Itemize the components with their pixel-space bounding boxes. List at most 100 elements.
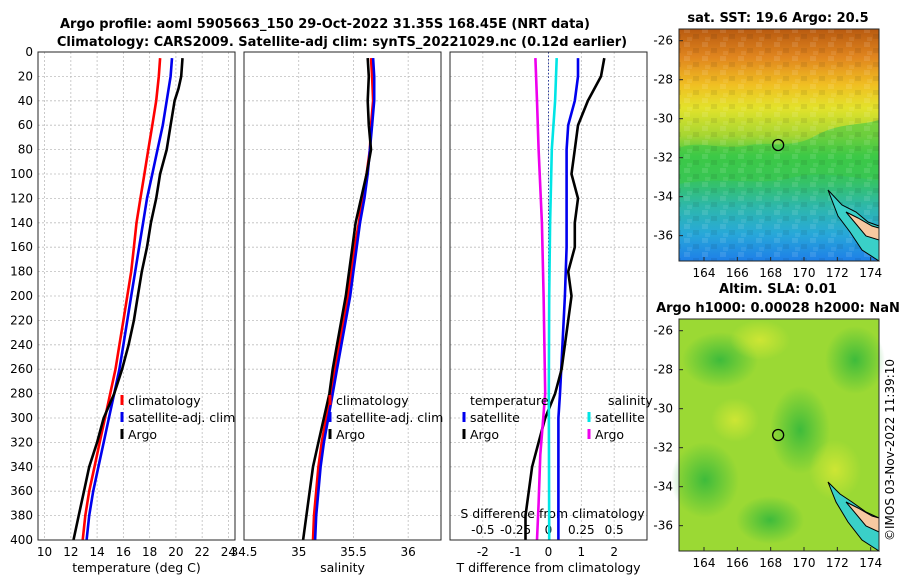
sla-anomaly-blob <box>736 496 804 544</box>
sst-argo-location-marker <box>772 138 785 152</box>
map-lon-tick-label: 170 <box>793 556 816 570</box>
map-lon-tick-label: 174 <box>859 266 882 280</box>
difference-x-tick-label: 0 <box>545 545 553 559</box>
legend-title-salinity: salinity <box>608 393 653 408</box>
title-line-1: Argo profile: aoml 5905663_150 29-Oct-20… <box>60 17 590 32</box>
series-line-temperature-argo <box>524 57 606 540</box>
legend-label: Argo <box>470 427 499 442</box>
temperature-x-tick-label: 10 <box>37 545 52 559</box>
map-lon-tick-label: 166 <box>726 266 749 280</box>
sla-title-2: Argo h1000: 0.00028 h2000: NaN <box>656 301 900 316</box>
temperature-x-tick-label: 24 <box>221 545 236 559</box>
depth-tick-label: 340 <box>10 460 33 474</box>
temperature-x-tick-label: 20 <box>168 545 183 559</box>
depth-tick-label: 400 <box>10 533 33 547</box>
map-lon-tick-label: 172 <box>826 556 849 570</box>
salinity-panel: 34.5 35 35.5 36 salinity climatology satellite… <box>231 51 443 575</box>
series-line-satellite-adj-clim <box>85 58 174 541</box>
map-lat-tick-label: -30 <box>653 402 673 416</box>
sla-title-1: Altim. SLA: 0.01 <box>719 282 837 297</box>
depth-tick-label: 60 <box>18 118 33 132</box>
temperature-x-tick-label: 18 <box>142 545 157 559</box>
depth-tick-label: 380 <box>10 509 33 523</box>
salinity-grid <box>243 51 441 541</box>
temperature-panel: 10 12 14 16 18 20 22 24020406080100120140160180… <box>10 45 236 575</box>
series-line-climatology <box>81 58 162 541</box>
series-line-temperature-satellite <box>557 58 580 540</box>
salinity-x-tick-label: 34.5 <box>231 545 258 559</box>
legend-label: climatology <box>128 393 201 408</box>
temperature-frame <box>37 51 236 541</box>
depth-tick-label: 140 <box>10 216 33 230</box>
map-lat-tick-label: -26 <box>653 324 673 338</box>
legend-label: Argo <box>128 427 157 442</box>
map-lon-tick-label: 170 <box>793 266 816 280</box>
sla-anomaly-blob <box>730 320 790 360</box>
temperature-x-axis-label: temperature (deg C) <box>72 560 201 575</box>
difference-x-axis-label: T difference from climatology <box>455 560 641 575</box>
difference-frame <box>449 51 648 541</box>
map-lat-tick-label: -32 <box>653 151 673 165</box>
sla-argo-location-marker <box>772 428 785 442</box>
series-line-salinity-argo <box>534 58 547 541</box>
map-lon-tick-label: 168 <box>759 266 782 280</box>
temperature-x-tick-label: 14 <box>89 545 104 559</box>
salinity-x-tick-label: 35.5 <box>340 545 367 559</box>
sst-map: sat. SST: 19.6 Argo: 20.5 164 166 168 170 17… <box>653 11 882 280</box>
depth-tick-label: 20 <box>18 69 33 83</box>
map-lon-tick-label: 164 <box>693 266 716 280</box>
map-lat-tick-label: -28 <box>653 363 673 377</box>
s-difference-tick-label: -0.25 <box>500 523 531 537</box>
depth-tick-label: 120 <box>10 191 33 205</box>
legend-label: satellite-adj. clim <box>336 410 443 425</box>
series-line-satellite-adj-clim <box>313 58 376 541</box>
legend-label: satellite <box>595 410 645 425</box>
sla-map-frame <box>678 318 880 552</box>
depth-tick-label: 200 <box>10 289 33 303</box>
series-line-salinity-satellite <box>547 58 558 541</box>
depth-tick-label: 300 <box>10 411 33 425</box>
salinity-frame <box>243 51 442 541</box>
legend-label: satellite-adj. clim <box>128 410 235 425</box>
series-line-argo <box>72 58 184 541</box>
map-lat-tick-label: -34 <box>653 480 673 494</box>
sla-map-ticks: 164 166 168 170 172 174 -26 -28 -30 -32 -34 -36 <box>653 324 882 570</box>
map-lon-tick-label: 172 <box>826 266 849 280</box>
s-difference-tick-label: -0.5 <box>471 523 494 537</box>
legend-label: Argo <box>595 427 624 442</box>
legend-label: climatology <box>336 393 409 408</box>
map-lat-tick-label: -36 <box>653 519 673 533</box>
title-line-2: Climatology: CARS2009. Satellite-adj cli… <box>57 35 627 50</box>
depth-tick-label: 360 <box>10 484 33 498</box>
depth-tick-label: 240 <box>10 338 33 352</box>
map-lat-tick-label: -34 <box>653 190 673 204</box>
depth-tick-label: 0 <box>25 45 33 59</box>
imos-timestamp: ©IMOS 03-Nov-2022 11:39:10 <box>883 359 897 541</box>
sla-anomaly-blob <box>711 398 759 442</box>
s-difference-tick-label: 0.25 <box>568 523 595 537</box>
sst-map-ticks: 164 166 168 170 172 174 -26 -28 -30 -32 -34 -36 <box>653 34 882 280</box>
s-difference-tick-label: 0.5 <box>605 523 624 537</box>
depth-tick-label: 320 <box>10 435 33 449</box>
salinity-x-axis-label: salinity <box>320 560 365 575</box>
depth-tick-label: 40 <box>18 94 33 108</box>
difference-x-tick-label: 1 <box>578 545 586 559</box>
sst-map-title: sat. SST: 19.6 Argo: 20.5 <box>687 11 868 26</box>
map-lat-tick-label: -30 <box>653 112 673 126</box>
s-difference-axis-label: S difference from climatology <box>460 506 645 521</box>
temperature-grid <box>38 51 235 541</box>
depth-tick-label: 260 <box>10 362 33 376</box>
map-lon-tick-label: 174 <box>859 556 882 570</box>
map-lat-tick-label: -28 <box>653 73 673 87</box>
depth-tick-label: 80 <box>18 143 33 157</box>
salinity-x-tick-label: 35 <box>291 545 306 559</box>
temperature-x-tick-label: 12 <box>63 545 78 559</box>
sla-anomaly-blob <box>809 440 861 500</box>
depth-tick-label: 280 <box>10 387 33 401</box>
salinity-x-tick-label: 36 <box>401 545 416 559</box>
depth-tick-label: 160 <box>10 240 33 254</box>
difference-x-tick-label: 2 <box>610 545 618 559</box>
sla-map: Altim. SLA: 0.01 Argo h1000: 0.00028 h20… <box>653 282 900 570</box>
map-lon-tick-label: 164 <box>693 556 716 570</box>
